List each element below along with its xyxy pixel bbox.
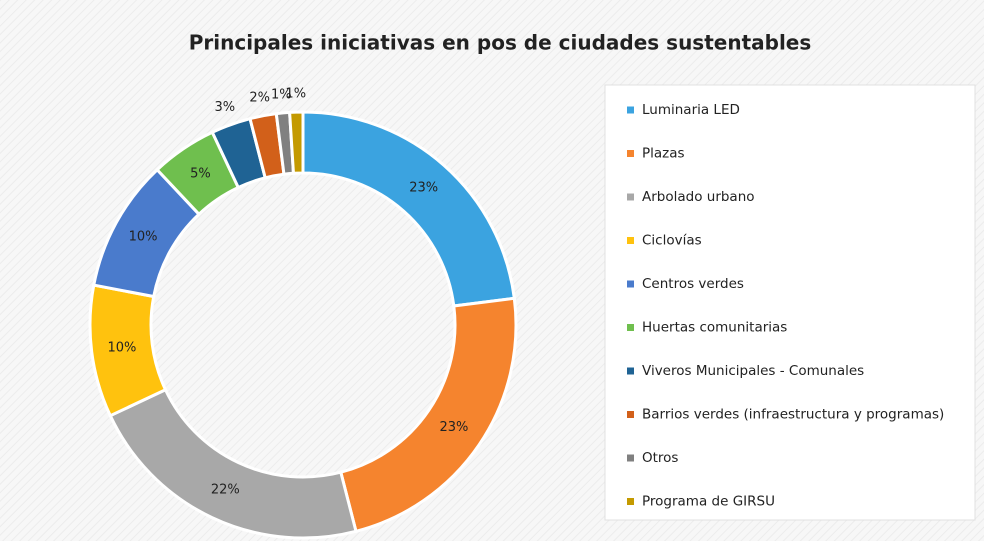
- data-label: 10%: [129, 230, 158, 245]
- legend-swatch: [627, 106, 634, 114]
- legend-swatch: [627, 237, 634, 244]
- data-label: 3%: [214, 100, 235, 115]
- legend-swatch: [627, 367, 634, 375]
- data-label: 5%: [190, 167, 211, 182]
- data-label: 1%: [285, 87, 306, 102]
- data-label: 23%: [439, 420, 468, 435]
- legend-swatch: [627, 150, 634, 157]
- data-label: 2%: [249, 91, 270, 106]
- legend-swatch: [627, 498, 634, 505]
- legend-label: Plazas: [642, 146, 685, 162]
- legend-label: Viveros Municipales - Comunales: [642, 363, 864, 379]
- legend-label: Arbolado urbano: [642, 189, 755, 205]
- data-label: 1%: [271, 88, 292, 103]
- legend-label: Otros: [642, 450, 678, 466]
- legend-swatch: [627, 193, 634, 201]
- legend-label: Barrios verdes (infraestructura y progra…: [642, 407, 944, 423]
- legend-swatch: [627, 454, 634, 462]
- legend-label: Centros verdes: [642, 276, 744, 292]
- chart-title: Principales iniciativas en pos de ciudad…: [189, 31, 812, 55]
- legend-label: Ciclovías: [642, 233, 702, 249]
- data-label: 10%: [107, 340, 136, 355]
- legend-swatch: [627, 324, 634, 331]
- data-label: 23%: [409, 181, 438, 196]
- legend-swatch: [627, 280, 634, 288]
- data-label: 22%: [211, 483, 240, 498]
- legend-swatch: [627, 411, 634, 418]
- slice: [288, 110, 305, 175]
- legend-box: [604, 84, 976, 521]
- legend-label: Huertas comunitarias: [642, 320, 787, 336]
- legend-label: Luminaria LED: [642, 102, 740, 118]
- legend-label: Programa de GIRSU: [642, 494, 775, 510]
